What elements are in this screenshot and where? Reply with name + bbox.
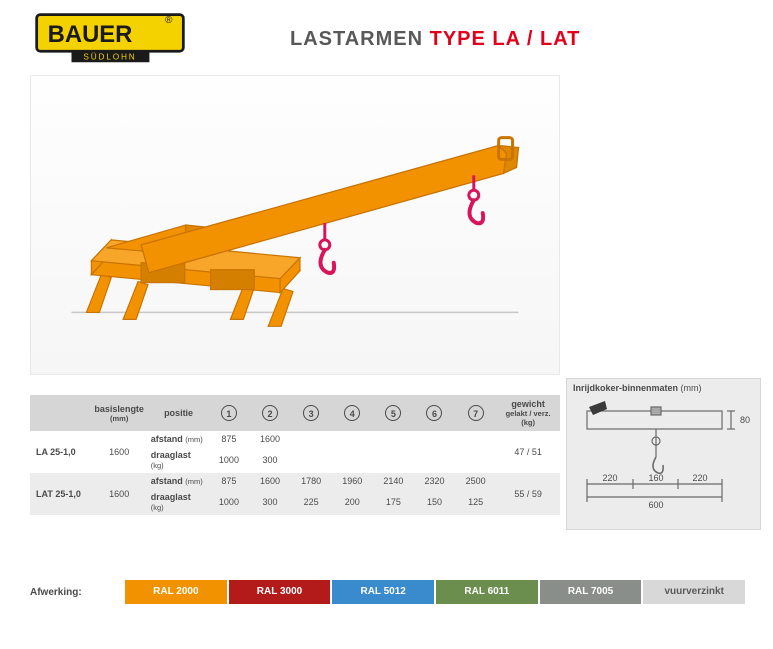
pos-2: 2 — [262, 405, 278, 421]
value-cell: 125 — [455, 489, 496, 515]
value-cell: 2140 — [373, 473, 414, 489]
value-cell — [332, 447, 373, 473]
pos-3: 3 — [303, 405, 319, 421]
basislengte-cell: 1600 — [90, 473, 149, 515]
table-row: LAT 25-1,01600afstand (mm)87516001780196… — [30, 473, 560, 489]
value-cell — [332, 431, 373, 447]
col-gewicht: gewicht gelakt / verz. (kg) — [496, 395, 560, 431]
diagram-unit: (mm) — [681, 383, 702, 393]
value-cell — [373, 447, 414, 473]
value-cell: 1000 — [208, 489, 249, 515]
value-cell: 1960 — [332, 473, 373, 489]
logo-brand-text: BAUER — [48, 21, 133, 48]
value-cell: 875 — [208, 431, 249, 447]
dim-a: 220 — [602, 473, 617, 483]
pos-4: 4 — [344, 405, 360, 421]
spec-table: basislengte (mm) positie 1 2 3 4 5 6 7 g… — [30, 395, 560, 515]
value-cell — [373, 431, 414, 447]
model-cell: LAT 25-1,0 — [30, 473, 90, 515]
page-title: LASTARMEN TYPE LA / LAT — [290, 28, 580, 51]
value-cell — [455, 431, 496, 447]
value-cell — [414, 431, 455, 447]
finish-swatch: RAL 5012 — [332, 580, 434, 604]
value-cell: 175 — [373, 489, 414, 515]
title-part2: TYPE LA / LAT — [430, 28, 581, 50]
logo-sub-text: SÜDLOHN — [83, 52, 136, 62]
dimension-diagram: Inrijdkoker-binnenmaten (mm) — [566, 378, 761, 530]
dim-b: 160 — [648, 473, 663, 483]
finish-swatch: RAL 7005 — [540, 580, 642, 604]
value-cell — [291, 431, 332, 447]
pos-6: 6 — [426, 405, 442, 421]
finish-swatch: vuurverzinkt — [643, 580, 745, 604]
gewicht-cell: 55 / 59 — [496, 473, 560, 515]
value-cell: 2320 — [414, 473, 455, 489]
metric-label: afstand (mm) — [149, 431, 209, 447]
value-cell: 300 — [250, 489, 291, 515]
value-cell: 150 — [414, 489, 455, 515]
pos-1: 1 — [221, 405, 237, 421]
brand-logo: BAUER ® SÜDLOHN — [35, 10, 185, 65]
gewicht-cell: 47 / 51 — [496, 431, 560, 473]
finish-label: Afwerking: — [30, 587, 125, 598]
product-illustration — [30, 75, 560, 375]
table-row: LA 25-1,01600afstand (mm)875160047 / 51 — [30, 431, 560, 447]
dim-h: 80 — [740, 415, 750, 425]
value-cell: 200 — [332, 489, 373, 515]
value-cell: 2500 — [455, 473, 496, 489]
title-part1: LASTARMEN — [290, 28, 423, 50]
value-cell: 225 — [291, 489, 332, 515]
value-cell: 1000 — [208, 447, 249, 473]
value-cell: 1780 — [291, 473, 332, 489]
model-cell: LA 25-1,0 — [30, 431, 90, 473]
table-header-row: basislengte (mm) positie 1 2 3 4 5 6 7 g… — [30, 395, 560, 431]
col-positie: positie — [149, 395, 209, 431]
basislengte-cell: 1600 — [90, 431, 149, 473]
value-cell: 1600 — [250, 431, 291, 447]
col-basislengte: basislengte (mm) — [90, 395, 149, 431]
registered-icon: ® — [165, 15, 173, 26]
pos-5: 5 — [385, 405, 401, 421]
dim-total: 600 — [648, 500, 663, 510]
finish-swatch: RAL 3000 — [229, 580, 331, 604]
metric-label: draaglast (kg) — [149, 489, 209, 515]
pos-7: 7 — [468, 405, 484, 421]
dim-c: 220 — [692, 473, 707, 483]
value-cell — [414, 447, 455, 473]
finish-bar: Afwerking: RAL 2000RAL 3000RAL 5012RAL 6… — [30, 580, 745, 604]
finish-swatch: RAL 2000 — [125, 580, 227, 604]
metric-label: afstand (mm) — [149, 473, 209, 489]
finish-swatch: RAL 6011 — [436, 580, 538, 604]
value-cell: 300 — [250, 447, 291, 473]
value-cell — [291, 447, 332, 473]
metric-label: draaglast (kg) — [149, 447, 209, 473]
value-cell: 875 — [208, 473, 249, 489]
diagram-title: Inrijdkoker-binnenmaten — [573, 383, 678, 393]
value-cell — [455, 447, 496, 473]
value-cell: 1600 — [250, 473, 291, 489]
